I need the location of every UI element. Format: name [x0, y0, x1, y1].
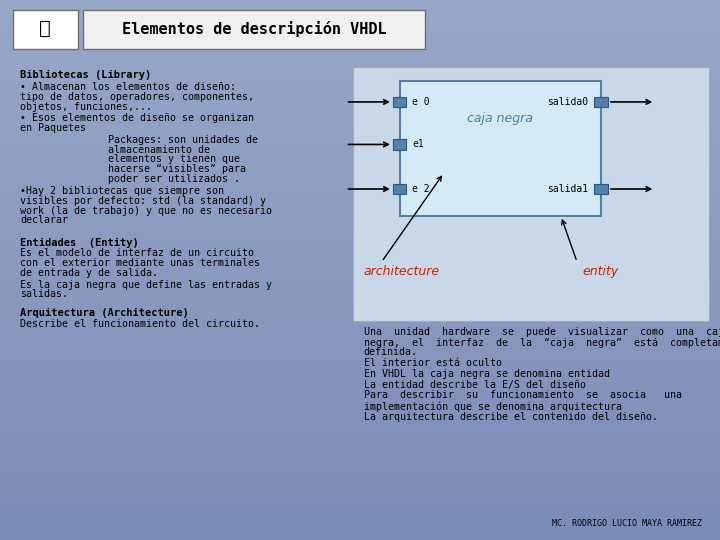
Text: salidas.: salidas. — [20, 289, 68, 300]
Text: Es el modelo de interfaz de un circuito: Es el modelo de interfaz de un circuito — [20, 248, 254, 259]
Text: La entidad describe la E/S del diseño: La entidad describe la E/S del diseño — [364, 380, 585, 390]
Bar — [400, 81, 601, 216]
Bar — [595, 97, 608, 107]
Text: El interior está oculto: El interior está oculto — [364, 358, 502, 368]
Bar — [595, 184, 608, 194]
Text: en Paquetes: en Paquetes — [20, 123, 86, 133]
Text: caja negra: caja negra — [467, 112, 534, 125]
Bar — [353, 68, 709, 321]
Text: elementos y tienen que: elementos y tienen que — [108, 154, 240, 165]
Text: Packages: son unidades de: Packages: son unidades de — [108, 135, 258, 145]
Bar — [393, 184, 407, 194]
Text: visibles por defecto: std (la standard) y: visibles por defecto: std (la standard) … — [20, 196, 266, 206]
Text: • Esos elementos de diseño se organizan: • Esos elementos de diseño se organizan — [20, 113, 254, 124]
Text: architecture: architecture — [364, 265, 440, 278]
Text: Una  unidad  hardware  se  puede  visualizar  como  una  caja: Una unidad hardware se puede visualizar … — [364, 327, 720, 337]
Bar — [393, 139, 407, 150]
Text: Elementos de descripción VHDL: Elementos de descripción VHDL — [122, 21, 387, 37]
Text: Bibliotecas (Library): Bibliotecas (Library) — [20, 70, 151, 80]
Bar — [83, 10, 425, 49]
Text: implementación que se denomina arquitectura: implementación que se denomina arquitect… — [364, 401, 621, 411]
Text: MC. RODRIGO LUCIO MAYA RAMIREZ: MC. RODRIGO LUCIO MAYA RAMIREZ — [552, 519, 702, 528]
Text: almacenamiento de: almacenamiento de — [108, 145, 210, 155]
Text: declarar: declarar — [20, 215, 68, 226]
Text: Para  describir  su  funcionamiento  se  asocia   una: Para describir su funcionamiento se asoc… — [364, 390, 682, 401]
Text: con el exterior mediante unas terminales: con el exterior mediante unas terminales — [20, 258, 260, 268]
Text: e1: e1 — [412, 139, 424, 150]
Text: entity: entity — [582, 265, 619, 278]
Text: salida1: salida1 — [547, 184, 589, 194]
Text: Entidades  (Entity): Entidades (Entity) — [20, 238, 139, 248]
Text: work (la de trabajo) y que no es necesario: work (la de trabajo) y que no es necesar… — [20, 206, 272, 216]
Text: definida.: definida. — [364, 347, 418, 357]
Text: • Almacenan los elementos de diseño:: • Almacenan los elementos de diseño: — [20, 82, 236, 92]
Text: Es la caja negra que define las entradas y: Es la caja negra que define las entradas… — [20, 280, 272, 290]
Bar — [13, 10, 78, 49]
Text: En VHDL la caja negra se denomina entidad: En VHDL la caja negra se denomina entida… — [364, 369, 610, 379]
Text: Describe el funcionamiento del circuito.: Describe el funcionamiento del circuito. — [20, 319, 260, 329]
Text: e 2: e 2 — [412, 184, 430, 194]
Text: 🎓: 🎓 — [40, 19, 51, 38]
Text: •Hay 2 bibliotecas que siempre son: •Hay 2 bibliotecas que siempre son — [20, 186, 224, 197]
Text: de entrada y de salida.: de entrada y de salida. — [20, 268, 158, 278]
Text: La arquitectura describe el contenido del diseño.: La arquitectura describe el contenido de… — [364, 412, 657, 422]
Text: salida0: salida0 — [547, 97, 589, 107]
Text: e 0: e 0 — [412, 97, 430, 107]
Bar — [393, 97, 407, 107]
Text: tipo de datos, operadores, componentes,: tipo de datos, operadores, componentes, — [20, 92, 254, 102]
Text: negra,  el  interfaz  de  la  “caja  negra”  está  completamente: negra, el interfaz de la “caja negra” es… — [364, 338, 720, 348]
Text: poder ser utilizados .: poder ser utilizados . — [108, 174, 240, 184]
Text: Arquitectura (Architecture): Arquitectura (Architecture) — [20, 308, 189, 318]
Text: objetos, funciones,...: objetos, funciones,... — [20, 102, 152, 112]
Text: hacerse “visibles” para: hacerse “visibles” para — [108, 164, 246, 174]
